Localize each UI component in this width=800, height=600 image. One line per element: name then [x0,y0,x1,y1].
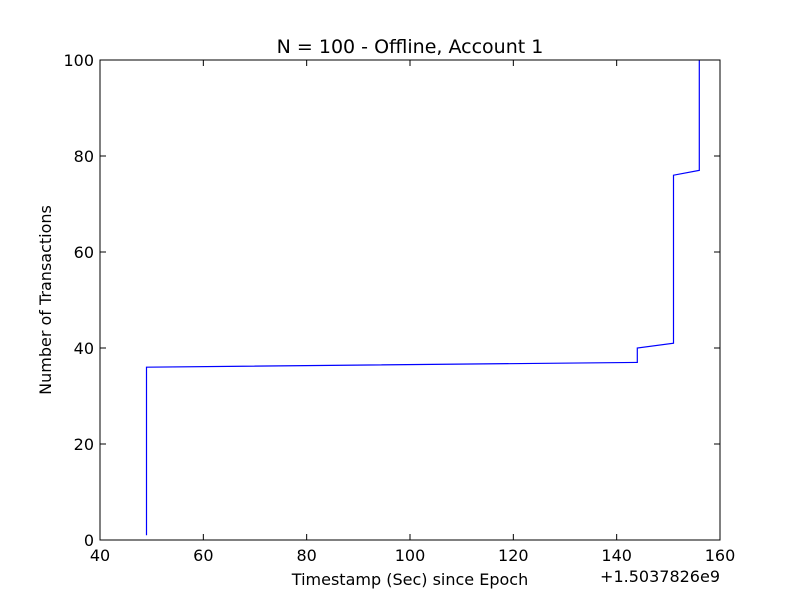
y-axis-label: Number of Transactions [36,205,55,395]
y-tick-label: 60 [74,243,94,262]
x-tick-label: 40 [90,546,110,565]
y-tick-label: 20 [74,435,94,454]
x-tick-label: 100 [395,546,426,565]
chart-title: N = 100 - Offline, Account 1 [277,36,544,58]
y-tick-label: 0 [84,531,94,550]
x-tick-label: 140 [601,546,632,565]
x-offset-label: +1.5037826e9 [600,567,720,586]
data-series [145,60,700,536]
x-tick-label: 160 [705,546,736,565]
tick-labels: 40 60 80 100 120 140 160 0 20 40 60 80 100 [63,51,735,565]
x-tick-label: 120 [498,546,529,565]
series-line [145,60,700,536]
x-tick-label: 60 [193,546,213,565]
y-tick-label: 100 [63,51,94,70]
plot-frame [99,59,721,541]
y-tick-label: 80 [74,147,94,166]
y-tick-label: 40 [74,339,94,358]
x-axis-label: Timestamp (Sec) since Epoch [291,570,528,589]
x-tick-label: 80 [296,546,316,565]
